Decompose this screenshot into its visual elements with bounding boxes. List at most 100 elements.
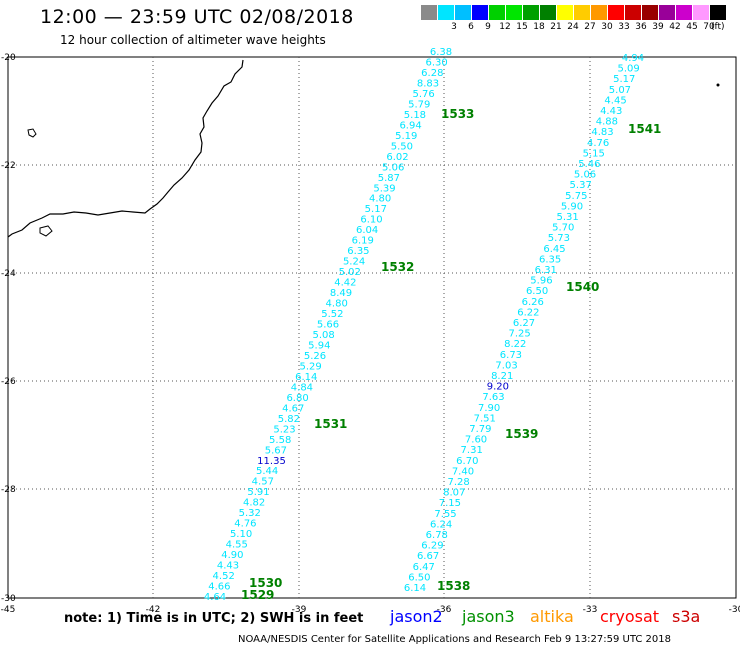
wave-height-value: 5.52 — [321, 309, 343, 320]
wave-height-value: 5.24 — [343, 257, 365, 268]
scale-swatch — [489, 5, 505, 20]
wave-height-value: 5.39 — [373, 183, 395, 194]
wave-height-value: 5.50 — [391, 141, 413, 152]
wave-height-value: 4.45 — [604, 95, 626, 106]
legend-jason3: jason3 — [462, 607, 515, 626]
scale-label: 21 — [550, 22, 562, 32]
wave-height-value: 6.67 — [417, 551, 439, 562]
wave-height-value: 4.90 — [221, 550, 243, 561]
wave-height-value: 4.82 — [243, 498, 265, 509]
wave-height-value: 4.57 — [252, 477, 274, 488]
scale-label: 39 — [652, 22, 664, 32]
wave-height-value: 6.80 — [286, 393, 308, 404]
wave-height-value: 5.15 — [583, 148, 605, 159]
legend-cryosat: cryosat — [600, 607, 660, 626]
scale-label: 45 — [686, 22, 698, 32]
wave-height-value: 6.27 — [513, 318, 535, 329]
wave-height-value: 6.45 — [543, 244, 565, 255]
wave-height-value: 5.82 — [278, 414, 300, 425]
wave-height-value: 5.70 — [552, 223, 574, 234]
wave-height-value: 6.73 — [500, 350, 522, 361]
wave-height-value: 5.32 — [239, 508, 261, 519]
wave-height-value: 6.47 — [413, 562, 435, 573]
scale-label: 12 — [499, 22, 511, 32]
wave-height-value: 6.28 — [421, 68, 443, 79]
map-tick-labels: -45 -42 -39 -36 -33 -30 -20 -22 -24 -26 -28 -30 — [1, 53, 740, 615]
lon-tick-label: -45 — [1, 605, 16, 615]
pass-time-label: 1530 — [249, 576, 282, 590]
wave-height-value: 6.50 — [408, 572, 430, 583]
wave-height-value: 7.60 — [465, 435, 487, 446]
wave-height-value: 5.29 — [299, 361, 321, 372]
satellite-tracks: 6.386.306.288.835.765.795.186.945.195.50… — [204, 47, 662, 603]
wave-height-value: 6.30 — [426, 57, 448, 68]
wave-height-value: 6.14 — [404, 583, 426, 594]
wave-height-value: 5.87 — [378, 173, 400, 184]
scale-swatch — [438, 5, 454, 20]
wave-height-value: 5.06 — [574, 170, 596, 181]
wave-height-value: 5.09 — [618, 64, 640, 75]
scale-swatch — [642, 5, 658, 20]
wave-height-value: 5.17 — [613, 74, 635, 85]
wave-height-value: 5.37 — [570, 180, 592, 191]
scale-label: 3 — [451, 22, 457, 32]
island-shape — [39, 225, 53, 237]
pass-time-label: 1539 — [505, 427, 538, 441]
wave-height-value: 9.20 — [487, 382, 509, 393]
page-title: 12:00 — 23:59 UTC 02/08/2018 — [40, 6, 354, 28]
wave-height-value: 6.19 — [352, 236, 374, 247]
wave-height-value: 7.79 — [469, 424, 491, 435]
wave-height-value: 4.43 — [217, 561, 239, 572]
pass-time-label: 1541 — [628, 122, 661, 136]
wave-height-value: 7.90 — [478, 403, 500, 414]
lon-tick-label: -39 — [292, 605, 307, 615]
wave-height-value: 5.26 — [304, 351, 326, 362]
footnote: note: 1) Time is in UTC; 2) SWH is in fe… — [64, 611, 364, 626]
scale-label: 6 — [468, 22, 474, 32]
scale-swatch — [540, 5, 556, 20]
wave-height-value: 6.94 — [399, 120, 421, 131]
wave-height-value: 6.38 — [430, 47, 452, 58]
scale-swatch — [574, 5, 590, 20]
wave-height-value: 8.07 — [443, 488, 465, 499]
wave-height-value: 6.78 — [426, 530, 448, 541]
island-shape — [27, 128, 37, 138]
wave-height-value: 7.25 — [509, 329, 531, 340]
wave-height-value: 6.14 — [295, 372, 317, 383]
scale-swatch — [591, 5, 607, 20]
wave-height-value: 5.31 — [556, 212, 578, 223]
wave-height-value: 4.76 — [234, 519, 256, 530]
wave-height-value: 7.40 — [452, 466, 474, 477]
scale-swatch — [472, 5, 488, 20]
wave-height-value: 6.35 — [539, 254, 561, 265]
pass-time-label: 1532 — [381, 260, 414, 274]
wave-height-value: 4.64 — [204, 592, 226, 603]
page-subtitle: 12 hour collection of altimeter wave hei… — [60, 33, 326, 47]
lat-tick-label: -20 — [1, 53, 16, 63]
wave-height-value: 5.44 — [256, 466, 278, 477]
wave-height-value: 7.51 — [474, 413, 496, 424]
wave-height-value: 6.26 — [522, 297, 544, 308]
wave-height-value: 6.24 — [430, 519, 452, 530]
scale-swatch — [455, 5, 471, 20]
wave-height-value: 5.94 — [308, 340, 330, 351]
scale-label: 15 — [516, 22, 528, 32]
legend-altika: altika — [530, 607, 574, 626]
lon-tick-label: -42 — [146, 605, 161, 615]
wave-height-value: 7.03 — [495, 360, 517, 371]
scale-label: 33 — [618, 22, 630, 32]
wave-height-value: 5.17 — [365, 204, 387, 215]
wave-height-value: 5.18 — [404, 110, 426, 121]
wave-height-value: 8.83 — [417, 78, 439, 89]
wave-height-value: 4.83 — [591, 127, 613, 138]
wave-height-value: 5.90 — [561, 201, 583, 212]
wave-height-value: 6.70 — [456, 456, 478, 467]
wave-height-value: 4.42 — [334, 278, 356, 289]
scale-swatch — [506, 5, 522, 20]
wave-height-value: 5.23 — [273, 424, 295, 435]
lon-tick-label: -33 — [583, 605, 598, 615]
wave-height-value: 5.96 — [530, 276, 552, 287]
wave-height-value: 5.06 — [382, 162, 404, 173]
scale-label: 42 — [669, 22, 681, 32]
